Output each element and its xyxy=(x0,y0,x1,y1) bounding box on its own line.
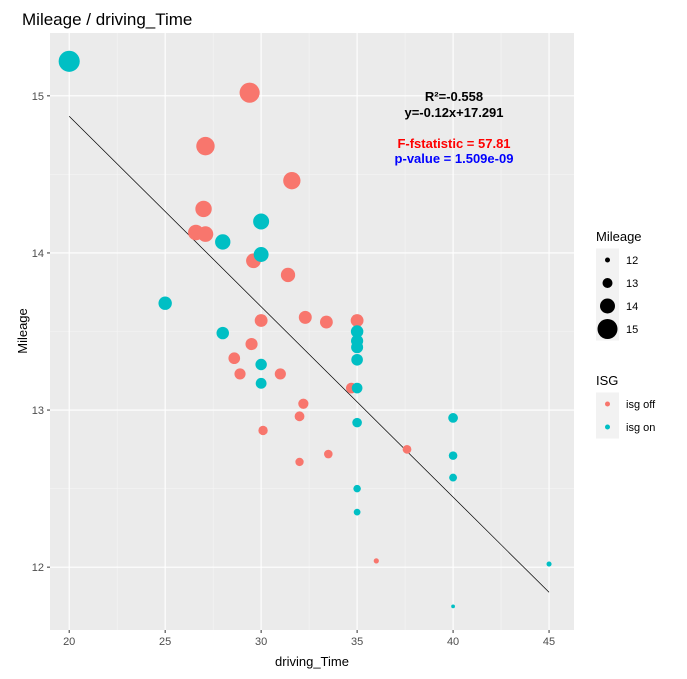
size-legend-label: 15 xyxy=(626,324,638,336)
point-isg-on xyxy=(353,508,361,516)
y-tick-label: 15 xyxy=(32,91,44,103)
color-legend-dot xyxy=(605,424,610,430)
x-tick-label: 30 xyxy=(255,636,267,648)
point-isg-off xyxy=(373,558,379,564)
point-isg-off xyxy=(298,310,312,324)
size-legend-dot xyxy=(605,257,610,263)
size-legend-items: 12 13 14 15 xyxy=(596,248,638,341)
point-isg-on xyxy=(351,382,363,394)
point-isg-off xyxy=(294,411,305,422)
point-isg-off xyxy=(239,82,260,103)
points-group xyxy=(58,50,552,609)
point-isg-off xyxy=(280,267,296,283)
y-tick-label: 12 xyxy=(32,562,44,574)
point-isg-off xyxy=(195,200,212,218)
point-isg-on xyxy=(351,341,364,354)
point-isg-on xyxy=(253,247,269,262)
regression-equation: y=-0.12x+17.291 xyxy=(404,105,503,120)
color-legend-label: isg on xyxy=(626,422,655,434)
size-legend-dot xyxy=(600,298,615,314)
point-isg-on xyxy=(352,417,362,428)
x-tick-label: 20 xyxy=(63,636,75,648)
point-isg-on xyxy=(351,353,363,366)
p-value-text: p-value = 1.509e-09 xyxy=(395,151,514,166)
size-legend-title: Mileage xyxy=(596,229,642,244)
point-isg-on xyxy=(448,413,458,423)
point-isg-on xyxy=(58,50,80,72)
color-legend-dot xyxy=(605,401,610,407)
color-legend: ISG isg off isg on xyxy=(596,373,656,439)
size-legend-label: 13 xyxy=(626,278,638,290)
size-legend-dot xyxy=(597,319,618,339)
point-isg-off xyxy=(245,338,258,351)
point-isg-off xyxy=(228,352,241,365)
x-tick-label: 35 xyxy=(351,636,363,648)
point-isg-off xyxy=(319,315,333,329)
point-isg-off xyxy=(324,449,333,459)
stats-annotation: R²=-0.558 y=-0.12x+17.291 F-fstatistic =… xyxy=(395,89,514,166)
trendline-group xyxy=(68,116,550,593)
color-legend-label: isg off xyxy=(626,399,656,411)
point-isg-off xyxy=(283,172,301,190)
point-isg-off xyxy=(350,314,364,327)
y-ticks: 12 13 14 15 xyxy=(32,91,50,574)
point-isg-on xyxy=(449,473,458,482)
chart-title: Mileage / driving_Time xyxy=(22,10,192,29)
size-legend-dot xyxy=(602,278,613,288)
size-legend: Mileage 12 13 14 15 xyxy=(596,229,642,341)
point-isg-off xyxy=(196,136,215,156)
size-legend-label: 12 xyxy=(626,255,638,267)
point-isg-off xyxy=(258,425,268,436)
point-isg-on xyxy=(546,561,552,567)
point-isg-on xyxy=(255,377,267,389)
x-tick-label: 40 xyxy=(447,636,459,648)
point-isg-on xyxy=(215,234,231,250)
color-legend-title: ISG xyxy=(596,373,618,388)
point-isg-on xyxy=(350,325,364,338)
point-isg-on xyxy=(216,326,229,340)
point-isg-off xyxy=(234,368,246,380)
point-isg-on xyxy=(255,358,267,371)
trendline xyxy=(68,116,550,593)
point-isg-off xyxy=(197,226,214,242)
point-isg-off xyxy=(274,368,286,380)
x-axis-title: driving_Time xyxy=(275,654,349,669)
point-isg-off xyxy=(402,444,412,454)
x-tick-label: 45 xyxy=(543,636,555,648)
size-legend-label: 14 xyxy=(626,301,638,313)
point-isg-on xyxy=(253,213,270,230)
point-isg-on xyxy=(448,451,458,460)
f-statistic-text: F-fstatistic = 57.81 xyxy=(397,136,510,151)
point-isg-on xyxy=(353,484,361,493)
grid xyxy=(50,33,574,630)
y-axis-title: Mileage xyxy=(15,308,30,354)
point-isg-on xyxy=(158,296,172,310)
point-isg-on xyxy=(451,604,455,609)
y-tick-label: 13 xyxy=(32,405,44,417)
r-squared-text: R²=-0.558 xyxy=(425,89,483,104)
color-legend-items: isg off isg on xyxy=(596,392,656,439)
point-isg-off xyxy=(295,457,304,467)
y-tick-label: 14 xyxy=(32,248,44,260)
x-ticks: 20 25 30 35 40 45 xyxy=(63,630,555,648)
point-isg-off xyxy=(298,398,309,409)
point-isg-off xyxy=(254,314,268,327)
x-tick-label: 25 xyxy=(159,636,171,648)
